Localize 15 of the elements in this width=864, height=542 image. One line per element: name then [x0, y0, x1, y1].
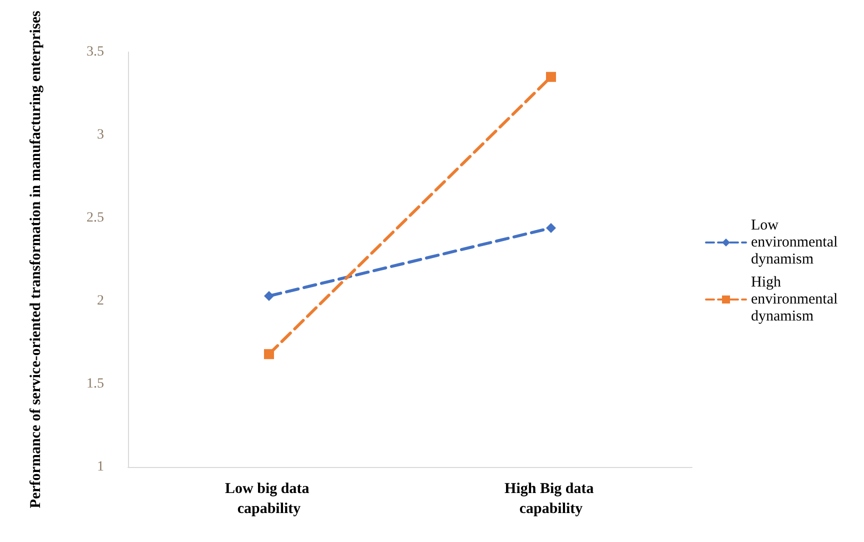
point: [264, 291, 274, 302]
point: [546, 72, 556, 82]
y-tick-label: 3: [97, 128, 104, 142]
x-tick-label: High Big data capability: [504, 481, 598, 517]
y-tick-label: 1.5: [86, 376, 104, 392]
y-tick-label: 3.5: [86, 44, 104, 60]
x-tick-label: Low big data capability: [225, 481, 313, 517]
legend-label: High environmental dynamism: [751, 274, 842, 324]
y-tick-label: 2.5: [86, 210, 104, 226]
point: [546, 222, 556, 233]
y-tick-label: 1: [97, 460, 104, 474]
legend-label: Low environmental dynamism: [751, 218, 842, 268]
y-tick-label: 2: [97, 294, 104, 308]
point: [264, 349, 274, 360]
y-axis-title: Performance of service-oriented transformation in manufacturing enterprises: [28, 10, 44, 508]
